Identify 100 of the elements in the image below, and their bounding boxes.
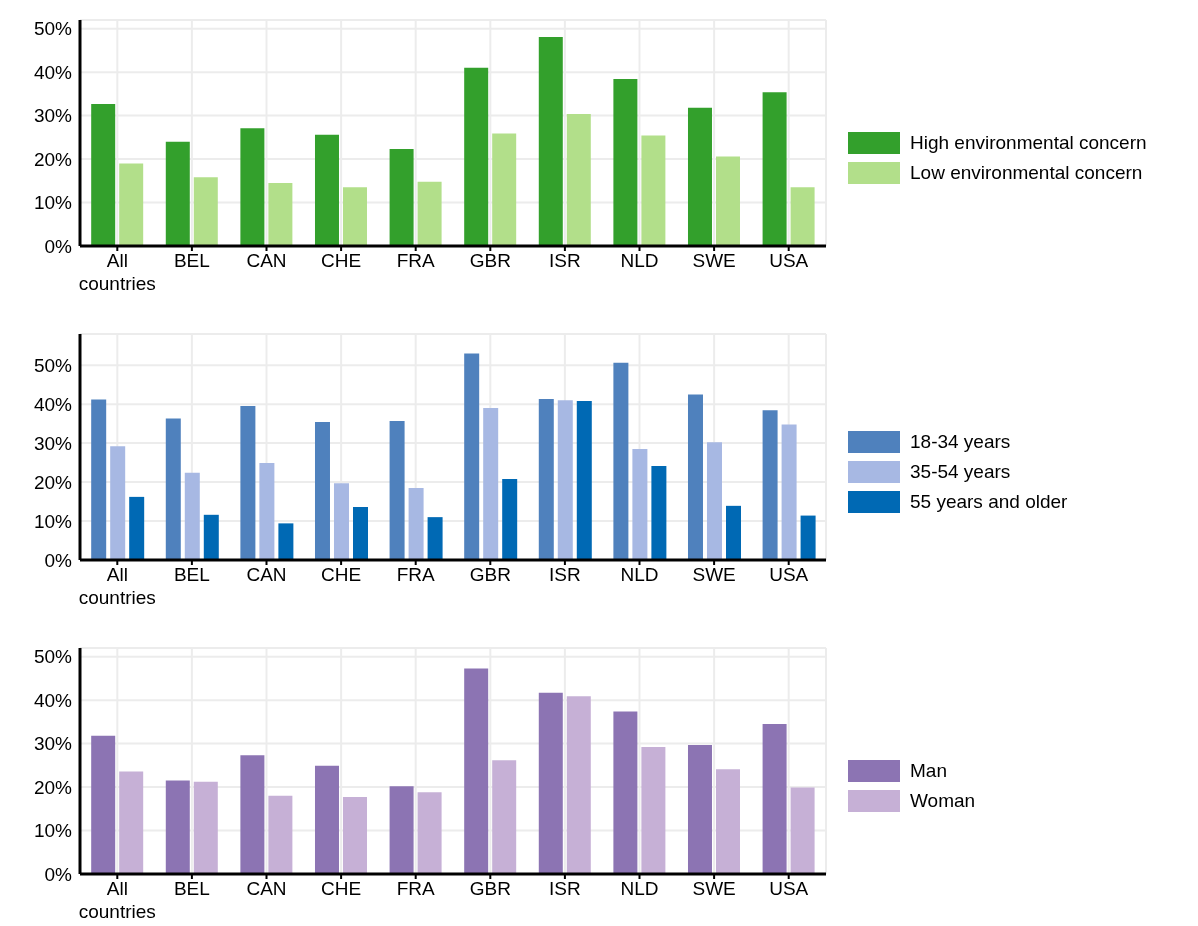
y-tick-label: 30% xyxy=(33,105,73,127)
bar xyxy=(184,472,200,560)
bar xyxy=(240,406,256,560)
y-tick-label: 0% xyxy=(44,549,73,571)
bar xyxy=(538,36,563,246)
bar xyxy=(203,514,219,560)
bar xyxy=(762,410,778,560)
bar xyxy=(613,362,629,560)
bar xyxy=(781,424,797,560)
bar xyxy=(333,483,349,560)
x-tick-label: CHE xyxy=(321,878,362,899)
bar xyxy=(706,442,722,560)
x-tick-label: CAN xyxy=(246,878,287,899)
y-tick-label: 10% xyxy=(33,820,73,842)
bar xyxy=(576,401,592,560)
legend-label: 35-54 years xyxy=(910,461,1011,483)
y-tick-label: 40% xyxy=(33,393,73,415)
bar xyxy=(632,448,648,560)
y-tick-label: 20% xyxy=(33,471,73,493)
bar xyxy=(464,353,480,560)
x-tick-label: ISR xyxy=(549,250,581,271)
bar xyxy=(502,478,518,560)
bar xyxy=(613,711,638,874)
legend-label: Woman xyxy=(910,790,976,812)
x-tick-label: ISR xyxy=(549,564,581,585)
x-tick-label: CHE xyxy=(321,564,362,585)
bar xyxy=(389,420,405,560)
x-tick-label: CHE xyxy=(321,250,362,271)
bar xyxy=(790,187,815,246)
bar xyxy=(342,797,367,874)
bar xyxy=(278,523,294,560)
bar xyxy=(389,786,414,874)
bar xyxy=(464,668,489,874)
x-tick-label: All countries xyxy=(78,250,156,294)
bar xyxy=(613,79,638,246)
bar xyxy=(268,182,293,246)
y-tick-label: 10% xyxy=(33,192,73,214)
bar xyxy=(314,134,339,246)
legend-label: 18-34 years xyxy=(910,431,1011,453)
y-tick-label: 20% xyxy=(33,148,73,170)
x-tick-label: GBR xyxy=(469,250,511,271)
x-tick-label: USA xyxy=(769,250,809,271)
legend-label: Man xyxy=(910,760,947,782)
y-tick-label: 30% xyxy=(33,733,73,755)
bar xyxy=(483,408,499,560)
legend-label: High environmental concern xyxy=(910,132,1147,154)
bar xyxy=(715,156,740,246)
x-tick-label: FRA xyxy=(396,564,436,585)
x-tick-label: CAN xyxy=(246,250,287,271)
x-tick-label: NLD xyxy=(620,878,659,899)
bar xyxy=(800,515,816,560)
bar xyxy=(687,744,712,874)
bar xyxy=(129,496,145,560)
bar xyxy=(464,67,489,246)
bar xyxy=(492,760,517,874)
legend-label: 55 years and older xyxy=(910,491,1068,513)
x-tick-label: SWE xyxy=(692,564,736,585)
bar xyxy=(240,128,265,246)
bar xyxy=(342,187,367,246)
bar xyxy=(165,418,181,560)
x-tick-label: USA xyxy=(769,878,809,899)
x-tick-label: SWE xyxy=(692,250,736,271)
bar xyxy=(165,141,190,246)
bar xyxy=(408,487,424,560)
x-tick-label: FRA xyxy=(396,878,436,899)
bar xyxy=(566,113,591,246)
bar xyxy=(762,92,787,246)
x-tick-label: CAN xyxy=(246,564,287,585)
y-tick-label: 40% xyxy=(33,61,73,83)
bar xyxy=(417,181,442,246)
bar xyxy=(566,696,591,874)
bar xyxy=(557,400,573,560)
bar xyxy=(417,792,442,874)
x-tick-label: GBR xyxy=(469,878,511,899)
bar xyxy=(687,394,703,560)
y-tick-label: 0% xyxy=(44,863,73,885)
x-tick-label: FRA xyxy=(396,250,436,271)
bar xyxy=(641,747,666,874)
bar xyxy=(91,103,116,246)
bar xyxy=(389,149,414,246)
bar xyxy=(538,399,554,560)
x-tick-label: NLD xyxy=(620,250,659,271)
bar xyxy=(352,507,368,560)
bar xyxy=(538,692,563,874)
bar xyxy=(641,135,666,246)
bar xyxy=(193,781,218,874)
legend-label: Low environmental concern xyxy=(910,162,1143,184)
y-tick-label: 50% xyxy=(33,354,73,376)
bar xyxy=(725,505,741,560)
bar xyxy=(119,771,144,874)
bar xyxy=(715,769,740,874)
y-tick-label: 50% xyxy=(33,646,73,668)
y-tick-label: 50% xyxy=(33,18,73,40)
x-tick-label: GBR xyxy=(469,564,511,585)
x-tick-label: SWE xyxy=(692,878,736,899)
y-tick-label: 0% xyxy=(44,235,73,257)
x-tick-label: ISR xyxy=(549,878,581,899)
bar xyxy=(314,765,339,874)
bar xyxy=(790,787,815,874)
x-tick-label: BEL xyxy=(173,250,210,271)
